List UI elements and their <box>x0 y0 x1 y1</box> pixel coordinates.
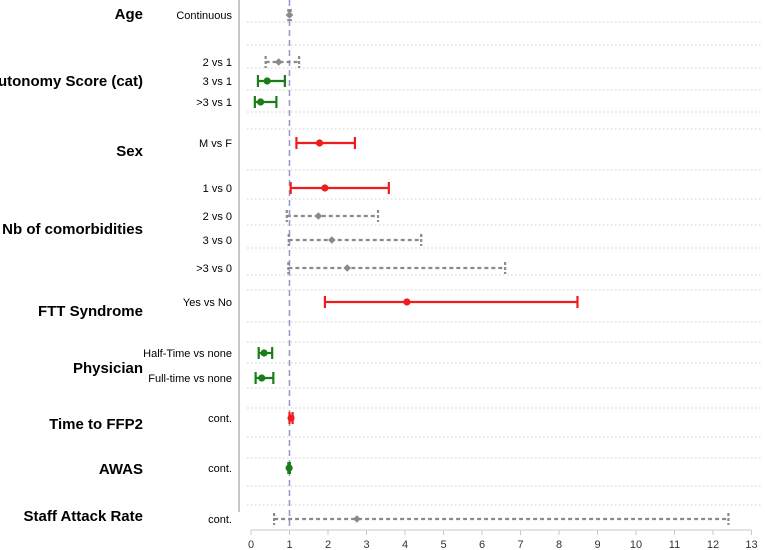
comparison-label: 3 vs 0 <box>203 235 232 247</box>
point-estimate <box>257 98 265 106</box>
comparison-label: 2 vs 1 <box>203 57 232 69</box>
variable-label: Age <box>115 6 143 23</box>
point-estimate <box>263 77 271 85</box>
point-estimate <box>321 184 329 192</box>
comparison-label: 2 vs 0 <box>203 211 232 223</box>
x-tick-label: 1 <box>286 539 292 550</box>
variable-label: FTT Syndrome <box>38 303 143 320</box>
comparison-label: 3 vs 1 <box>203 76 232 88</box>
comparison-label: Continuous <box>176 10 232 22</box>
x-tick-label: 12 <box>707 539 719 550</box>
point-estimate <box>258 374 266 382</box>
variable-label: Sex <box>116 143 143 160</box>
point-estimate <box>343 264 352 272</box>
x-tick-label: 13 <box>745 539 757 550</box>
variable-label: Autonomy Score (cat) <box>0 73 143 90</box>
variable-label: Nb of comorbidities <box>2 221 143 238</box>
x-tick-label: 8 <box>556 539 562 550</box>
variable-label: AWAS <box>99 461 143 478</box>
comparison-label: Full-time vs none <box>148 373 232 385</box>
x-tick-label: 5 <box>440 539 446 550</box>
x-tick-label: 9 <box>594 539 600 550</box>
point-estimate <box>274 58 283 66</box>
point-estimate <box>260 349 268 357</box>
point-estimate <box>285 464 293 472</box>
x-tick-label: 3 <box>363 539 369 550</box>
point-estimate <box>285 11 294 19</box>
variable-label: Staff Attack Rate <box>24 508 143 525</box>
comparison-label: cont. <box>208 413 232 425</box>
x-tick-label: 10 <box>630 539 642 550</box>
point-estimate <box>315 139 324 147</box>
variable-label: Physician <box>73 360 143 377</box>
point-estimate <box>287 414 295 422</box>
point-estimate <box>353 515 361 523</box>
comparison-label: Half-Time vs none <box>143 348 232 360</box>
point-estimate <box>403 298 411 306</box>
comparison-label: >3 vs 0 <box>196 263 232 275</box>
comparison-label: M vs F <box>199 138 232 150</box>
point-estimate <box>328 236 336 244</box>
x-tick-label: 7 <box>517 539 523 550</box>
comparison-label: 1 vs 0 <box>203 183 232 195</box>
x-tick-label: 6 <box>479 539 485 550</box>
comparison-label: Yes vs No <box>183 297 232 309</box>
comparison-label: >3 vs 1 <box>196 97 232 109</box>
comparison-label: cont. <box>208 463 232 475</box>
x-tick-label: 11 <box>669 539 680 550</box>
x-tick-label: 4 <box>402 539 408 550</box>
variable-label: Time to FFP2 <box>49 416 143 433</box>
point-estimate <box>314 212 323 220</box>
x-tick-label: 2 <box>325 539 331 550</box>
x-tick-label: 0 <box>248 539 254 550</box>
comparison-label: cont. <box>208 514 232 526</box>
